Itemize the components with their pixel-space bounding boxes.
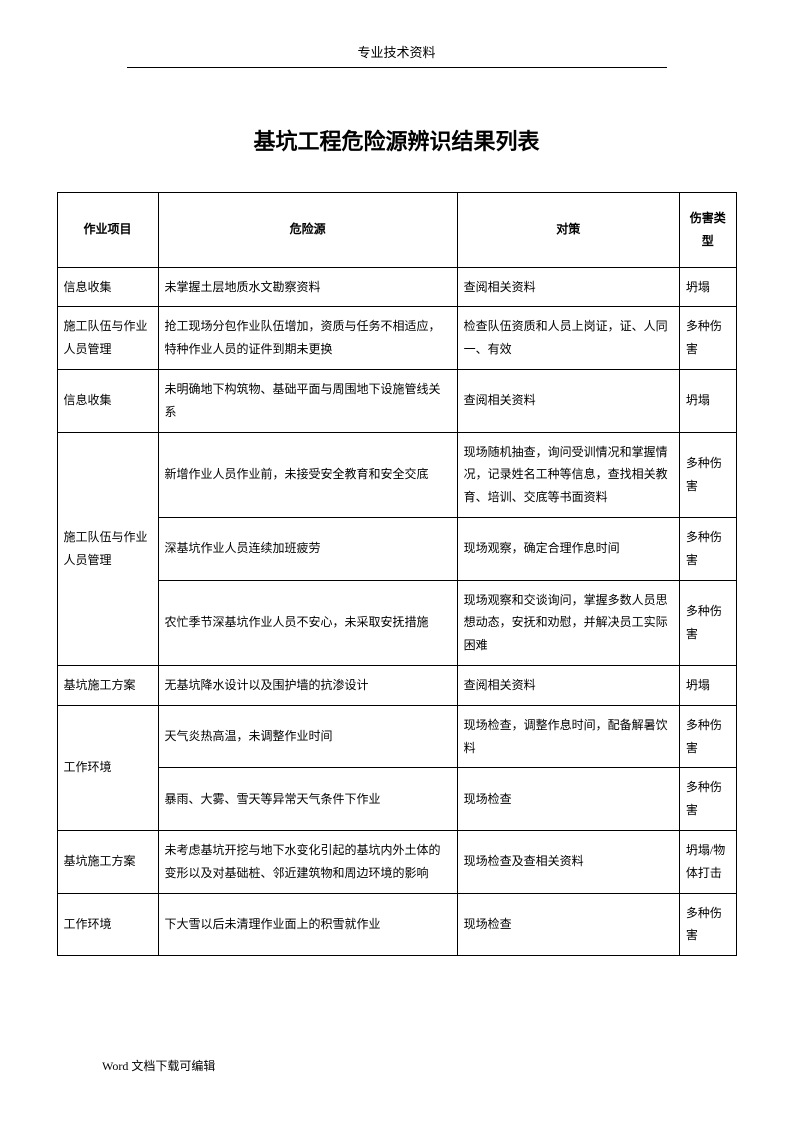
cell-measure: 现场检查及查相关资料 [457, 830, 679, 893]
table-row: 施工队伍与作业人员管理 抢工现场分包作业队伍增加，资质与任务不相适应，特种作业人… [57, 307, 736, 370]
table-row: 信息收集 未掌握土层地质水文勘察资料 查阅相关资料 坍塌 [57, 267, 736, 307]
page-title: 基坑工程危险源辨识结果列表 [0, 124, 793, 156]
cell-hazard: 深基坑作业人员连续加班疲劳 [158, 517, 457, 580]
cell-measure: 现场检查 [457, 893, 679, 956]
col-header-hazard: 危险源 [158, 193, 457, 268]
col-header-injury: 伤害类型 [679, 193, 736, 268]
hazard-table: 作业项目 危险源 对策 伤害类型 信息收集 未掌握土层地质水文勘察资料 查阅相关… [57, 192, 737, 956]
cell-measure: 查阅相关资料 [457, 267, 679, 307]
cell-injury: 多种伤害 [679, 432, 736, 517]
col-header-project: 作业项目 [57, 193, 158, 268]
cell-measure: 现场观察，确定合理作息时间 [457, 517, 679, 580]
cell-project: 工作环境 [57, 893, 158, 956]
table-row: 基坑施工方案 无基坑降水设计以及围护墙的抗渗设计 查阅相关资料 坍塌 [57, 665, 736, 705]
cell-injury: 多种伤害 [679, 580, 736, 665]
cell-hazard: 未掌握土层地质水文勘察资料 [158, 267, 457, 307]
cell-hazard: 暴雨、大雾、雪天等异常天气条件下作业 [158, 768, 457, 831]
cell-project: 基坑施工方案 [57, 665, 158, 705]
cell-injury: 坍塌 [679, 267, 736, 307]
cell-injury: 多种伤害 [679, 705, 736, 768]
table-row: 工作环境 下大雪以后未清理作业面上的积雪就作业 现场检查 多种伤害 [57, 893, 736, 956]
cell-project: 信息收集 [57, 369, 158, 432]
table-row: 暴雨、大雾、雪天等异常天气条件下作业 现场检查 多种伤害 [57, 768, 736, 831]
cell-measure: 检查队伍资质和人员上岗证，证、人同一、有效 [457, 307, 679, 370]
cell-injury: 多种伤害 [679, 307, 736, 370]
cell-project: 工作环境 [57, 705, 158, 830]
cell-hazard: 农忙季节深基坑作业人员不安心，未采取安抚措施 [158, 580, 457, 665]
cell-project: 信息收集 [57, 267, 158, 307]
cell-measure: 现场检查 [457, 768, 679, 831]
cell-project: 施工队伍与作业人员管理 [57, 307, 158, 370]
cell-injury: 坍塌 [679, 369, 736, 432]
cell-hazard: 无基坑降水设计以及围护墙的抗渗设计 [158, 665, 457, 705]
table-row: 农忙季节深基坑作业人员不安心，未采取安抚措施 现场观察和交谈询问，掌握多数人员思… [57, 580, 736, 665]
cell-injury: 多种伤害 [679, 893, 736, 956]
cell-hazard: 未考虑基坑开挖与地下水变化引起的基坑内外土体的变形以及对基础桩、邻近建筑物和周边… [158, 830, 457, 893]
table-row: 施工队伍与作业人员管理 新增作业人员作业前，未接受安全教育和安全交底 现场随机抽… [57, 432, 736, 517]
page-footer: Word 文档下载可编辑 [102, 1057, 215, 1074]
cell-hazard: 天气炎热高温，未调整作业时间 [158, 705, 457, 768]
cell-injury: 多种伤害 [679, 517, 736, 580]
cell-hazard: 未明确地下构筑物、基础平面与周围地下设施管线关系 [158, 369, 457, 432]
cell-hazard: 新增作业人员作业前，未接受安全教育和安全交底 [158, 432, 457, 517]
cell-measure: 查阅相关资料 [457, 369, 679, 432]
table-row: 信息收集 未明确地下构筑物、基础平面与周围地下设施管线关系 查阅相关资料 坍塌 [57, 369, 736, 432]
table-row: 基坑施工方案 未考虑基坑开挖与地下水变化引起的基坑内外土体的变形以及对基础桩、邻… [57, 830, 736, 893]
page-header: 专业技术资料 [127, 0, 667, 68]
cell-injury: 坍塌/物体打击 [679, 830, 736, 893]
table-row: 深基坑作业人员连续加班疲劳 现场观察，确定合理作息时间 多种伤害 [57, 517, 736, 580]
cell-hazard: 抢工现场分包作业队伍增加，资质与任务不相适应，特种作业人员的证件到期未更换 [158, 307, 457, 370]
table-row: 工作环境 天气炎热高温，未调整作业时间 现场检查，调整作息时间，配备解暑饮料 多… [57, 705, 736, 768]
table-header-row: 作业项目 危险源 对策 伤害类型 [57, 193, 736, 268]
cell-measure: 现场检查，调整作息时间，配备解暑饮料 [457, 705, 679, 768]
cell-measure: 现场随机抽查，询问受训情况和掌握情况，记录姓名工种等信息，查找相关教育、培训、交… [457, 432, 679, 517]
cell-measure: 查阅相关资料 [457, 665, 679, 705]
cell-injury: 坍塌 [679, 665, 736, 705]
cell-hazard: 下大雪以后未清理作业面上的积雪就作业 [158, 893, 457, 956]
col-header-measure: 对策 [457, 193, 679, 268]
cell-injury: 多种伤害 [679, 768, 736, 831]
cell-project: 基坑施工方案 [57, 830, 158, 893]
cell-measure: 现场观察和交谈询问，掌握多数人员思想动态，安抚和劝慰，并解决员工实际困难 [457, 580, 679, 665]
cell-project: 施工队伍与作业人员管理 [57, 432, 158, 665]
